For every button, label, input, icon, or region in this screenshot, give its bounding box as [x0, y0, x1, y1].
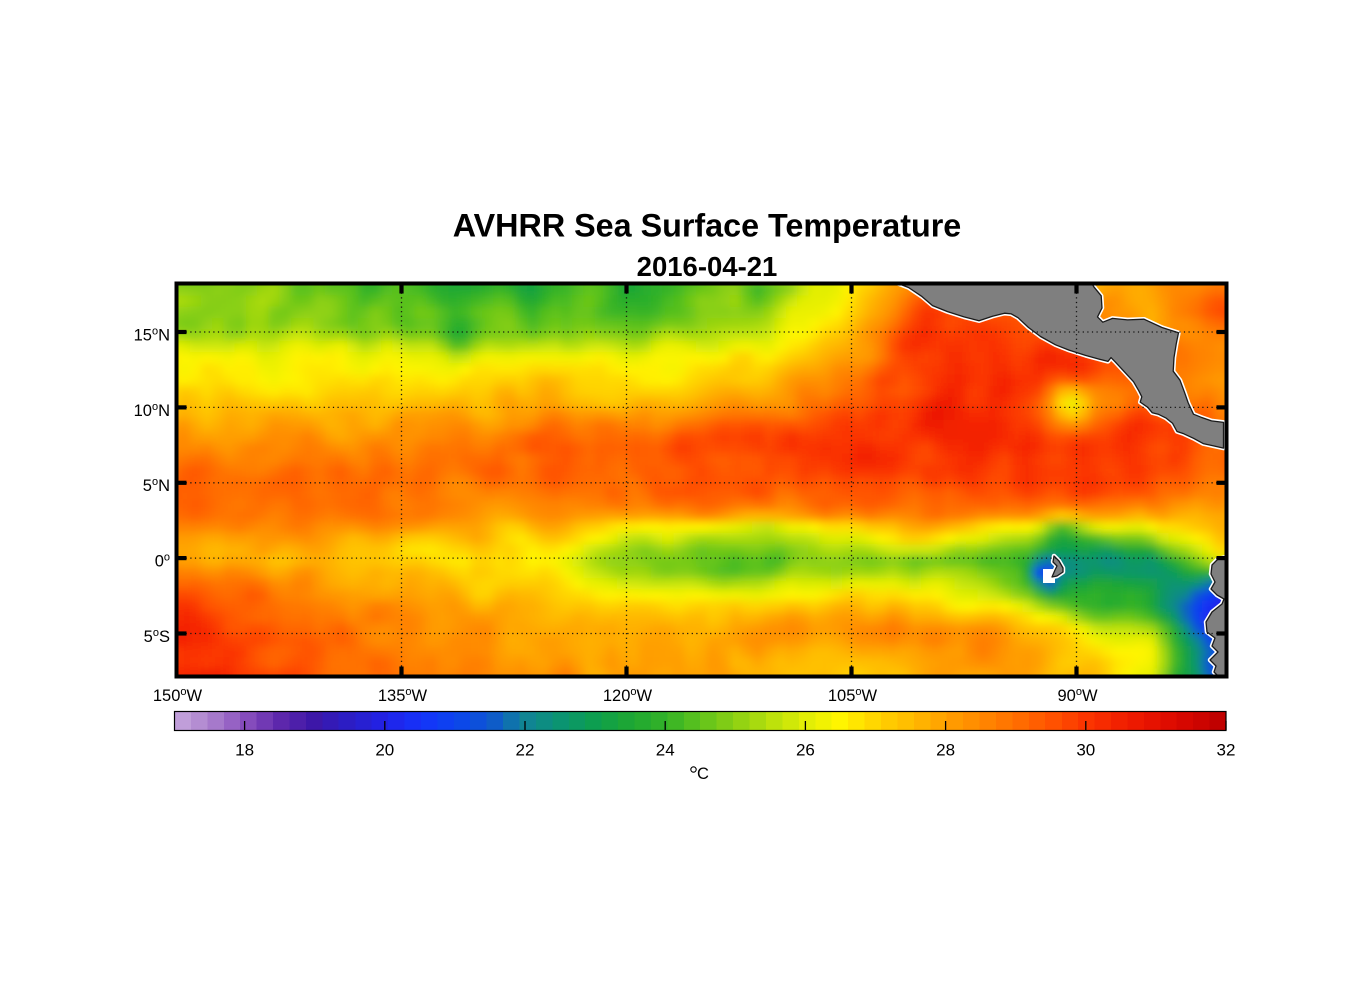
svg-text:18: 18 [235, 741, 254, 760]
svg-text:28: 28 [936, 741, 955, 760]
svg-text:AVHRR Sea Surface Temperature: AVHRR Sea Surface Temperature [453, 208, 962, 244]
svg-text:22: 22 [516, 741, 535, 760]
svg-text:24: 24 [656, 741, 675, 760]
svg-text:15oN: 15oN [134, 326, 170, 345]
svg-text:30: 30 [1076, 741, 1095, 760]
svg-text:2016-04-21: 2016-04-21 [637, 251, 778, 282]
svg-text:0o: 0o [155, 552, 170, 571]
svg-text:20: 20 [375, 741, 394, 760]
svg-text:5oS: 5oS [144, 627, 170, 646]
svg-text:90oW: 90oW [1057, 686, 1097, 705]
svg-text:C: C [697, 765, 709, 783]
svg-text:120oW: 120oW [603, 686, 653, 705]
svg-text:150oW: 150oW [153, 686, 203, 705]
svg-text:5oN: 5oN [143, 476, 170, 495]
svg-text:26: 26 [796, 741, 815, 760]
svg-text:10oN: 10oN [134, 401, 170, 420]
svg-text:32: 32 [1217, 741, 1236, 760]
svg-text:135oW: 135oW [378, 686, 428, 705]
svg-text:105oW: 105oW [828, 686, 878, 705]
